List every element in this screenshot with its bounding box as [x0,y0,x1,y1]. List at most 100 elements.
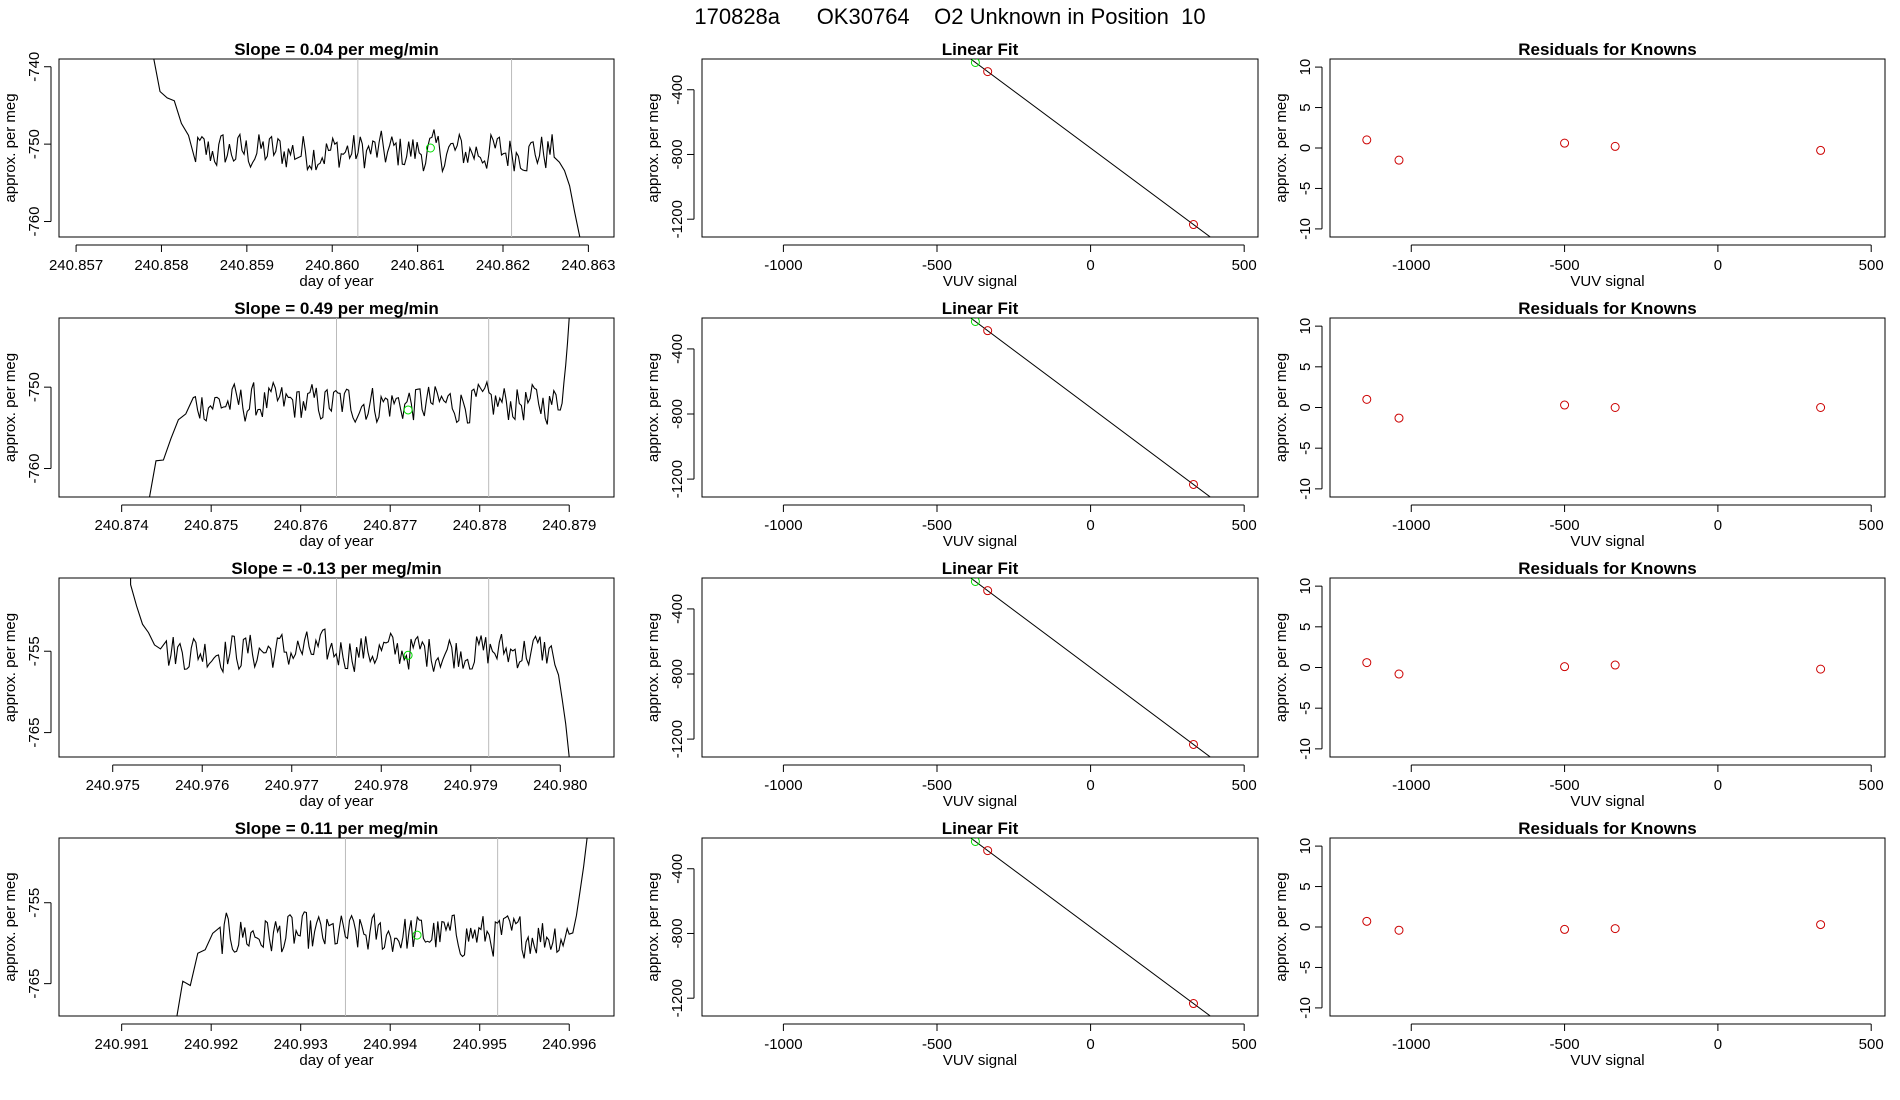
x-tick-label: 240.876 [274,517,328,534]
signal-trace [174,838,588,1016]
y-axis-label: approx. per meg [645,872,662,981]
residual-point [1610,141,1620,151]
x-tick-label: 240.994 [363,1036,417,1053]
y-tick-label: -10 [1297,997,1314,1019]
x-tick-label: -500 [922,517,952,534]
y-tick-label: -1200 [669,720,686,758]
known-point [933,549,941,557]
plot-frame [1329,58,1886,238]
y-tick-label: -5 [1297,442,1314,455]
panel-title: Residuals for Knowns [1518,559,1697,578]
x-tick-label: 0 [1086,257,1094,274]
residual-point [1560,662,1570,672]
x-axis-label: VUV signal [1570,1052,1644,1069]
y-tick-label: 10 [1297,59,1314,76]
x-tick-label: 240.979 [444,777,498,794]
known-point [1188,220,1198,230]
y-axis-label: approx. per meg [1273,872,1290,981]
signal-trace [152,59,581,237]
x-tick-label: -1000 [764,1036,802,1053]
y-tick-label: 0 [1297,144,1314,152]
panel-resid-4: Residuals for Knowns -1000 -500 0 500 VUV sig… [1273,819,1886,1069]
known-point [983,586,993,596]
x-tick-label: 0 [1714,517,1722,534]
residual-point [1816,145,1826,155]
x-tick-label: 240.978 [354,777,408,794]
y-tick-label: -10 [1297,738,1314,760]
known-point [983,846,993,856]
y-tick-label: -800 [669,918,686,948]
y-tick-label: -750 [26,129,43,159]
panel-trace-1: Slope = 0.04 per meg/min 240.857 240.858 24… [2,40,616,290]
residual-point [1362,658,1372,668]
x-tick-label: 240.874 [95,517,149,534]
x-tick-label: 240.861 [390,257,444,274]
x-tick-label: -500 [1550,257,1580,274]
known-point [933,809,941,817]
x-tick-label: 240.879 [542,517,596,534]
residual-point [1816,403,1826,412]
panel-resid-3: Residuals for Knowns -1000 -500 0 500 VUV sig… [1273,559,1886,810]
known-point [767,425,775,433]
y-axis-label: approx. per meg [645,93,662,202]
y-tick-label: -400 [669,75,686,105]
x-tick-label: 0 [1714,777,1722,794]
known-point [933,30,941,38]
known-point [1188,479,1198,489]
plot-area [1362,916,1826,935]
y-tick-label: -755 [26,888,43,918]
y-tick-label: -400 [669,594,686,624]
panel-trace-3: Slope = -0.13 per meg/min 240.975 240.976 2… [2,559,615,810]
x-tick-label: 240.863 [561,257,615,274]
x-tick-label: 240.977 [265,777,319,794]
y-tick-label: -10 [1297,218,1314,240]
known-point [983,67,993,77]
residual-point [1394,925,1404,935]
plot-frame [58,837,615,1017]
plot-frame [701,837,1259,1017]
y-tick-label: -1200 [669,979,686,1017]
x-tick-label: 240.860 [305,257,359,274]
x-tick-label: 240.980 [533,777,587,794]
panel-fit-2: Linear Fit -1000 -500 0 500 VUV signal -400 -80… [645,299,1259,550]
panel-resid-1: Residuals for Knowns -1000 -500 0 500 VUV sig… [1273,40,1886,290]
residual-point [1394,155,1404,165]
x-tick-label: 240.878 [453,517,507,534]
x-tick-label: 240.996 [542,1036,596,1053]
y-axis-label: approx. per meg [2,613,19,722]
y-axis-label: approx. per meg [645,613,662,722]
residual-point [1610,403,1620,412]
x-tick-label: -1000 [764,257,802,274]
plot-area [767,425,1212,757]
x-tick-label: 240.877 [363,517,417,534]
plot-area [1362,394,1826,423]
x-tick-label: -500 [1550,517,1580,534]
residual-point [1394,669,1404,679]
x-tick-label: -1000 [1392,1036,1430,1053]
x-axis-label: VUV signal [943,273,1017,290]
y-tick-label: -1200 [669,460,686,498]
x-tick-label: 240.857 [49,257,103,274]
panel-title: Slope = 0.11 per meg/min [235,819,439,838]
panel-title: Residuals for Knowns [1518,40,1697,59]
y-axis-label: approx. per meg [1273,93,1290,202]
x-tick-label: -1000 [1392,777,1430,794]
signal-trace [130,578,570,757]
panel-title: Linear Fit [942,299,1019,318]
x-axis-label: VUV signal [943,1052,1017,1069]
y-tick-label: 5 [1297,882,1314,890]
fit-line [969,318,1212,497]
y-tick-label: -400 [669,334,686,364]
y-axis-label: approx. per meg [645,353,662,462]
residual-point [1816,664,1826,674]
unknown-point [970,838,980,846]
residual-point [1560,138,1570,148]
x-tick-label: 240.995 [453,1036,507,1053]
x-tick-label: 240.993 [274,1036,328,1053]
x-axis-label: day of year [299,1052,373,1069]
unknown-point [403,405,413,415]
x-tick-label: 0 [1714,257,1722,274]
x-tick-label: 0 [1714,1036,1722,1053]
y-tick-label: -765 [26,969,43,999]
